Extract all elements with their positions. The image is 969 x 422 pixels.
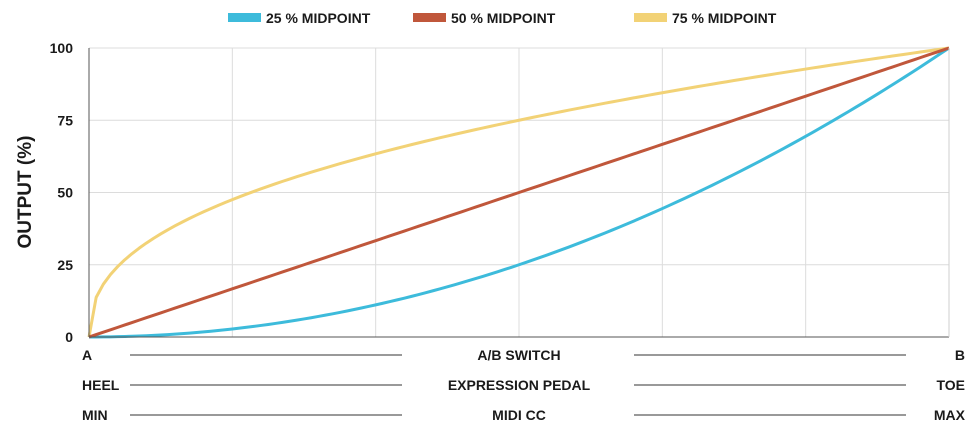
scale-right-label: MAX [934,407,966,422]
legend-label-2: 50 % MIDPOINT [451,10,556,26]
scale-right-label: B [955,347,965,363]
legend-swatch-2 [413,13,446,22]
legend-swatch-3 [634,13,667,22]
series-lines [87,46,950,339]
series-line-3 [87,46,950,338]
y-tick-label: 50 [57,185,73,201]
scale-left-label: A [82,347,92,363]
y-axis-label: OUTPUT (%) [15,136,36,249]
legend-label-1: 25 % MIDPOINT [266,10,371,26]
y-tick-label: 100 [50,40,74,56]
series-line-2 [88,46,950,339]
series-line-1 [88,46,950,339]
y-tick-label: 25 [57,257,73,273]
y-tick-label: 75 [57,112,73,128]
scale-left-label: MIN [82,407,108,422]
scale-right-label: TOE [936,377,965,393]
scale-left-label: HEEL [82,377,120,393]
scale-center-label: EXPRESSION PEDAL [448,377,591,393]
y-axis-ticks: 0 25 50 75 100 [50,40,74,345]
legend-label-3: 75 % MIDPOINT [672,10,777,26]
axes [88,48,950,338]
legend-swatch-1 [228,13,261,22]
x-axis-scales: A A/B SWITCH B HEEL EXPRESSION PEDAL TOE MIN MI… [82,347,966,422]
legend: 25 % MIDPOINT 50 % MIDPOINT 75 % MIDPOINT [228,10,777,26]
y-tick-label: 0 [65,329,73,345]
scale-center-label: MIDI CC [492,407,546,422]
scale-center-label: A/B SWITCH [477,347,560,363]
